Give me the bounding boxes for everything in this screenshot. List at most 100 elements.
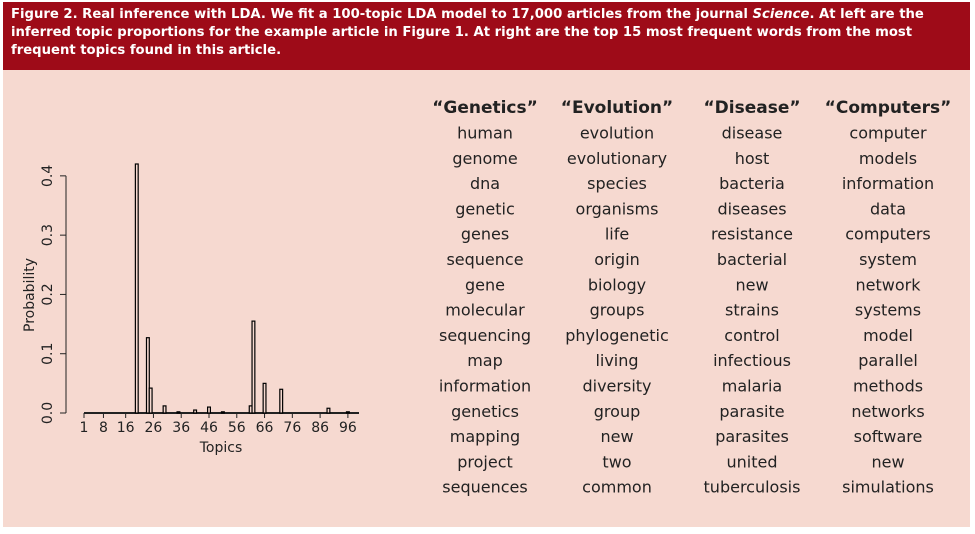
topic-word: resistance [711, 225, 793, 244]
x-tick-label: 36 [172, 420, 190, 436]
topic-word: data [870, 199, 906, 218]
x-tick-label: 86 [311, 420, 329, 436]
topic-word: new [600, 427, 633, 446]
bar [162, 405, 167, 414]
bar [345, 411, 350, 414]
topic-word: phylogenetic [565, 326, 669, 345]
column-header: “Evolution” [561, 98, 673, 118]
topic-word: model [863, 326, 913, 345]
bar [176, 411, 181, 414]
x-tick-label: 16 [117, 420, 135, 436]
y-tick-label: 0.3 [40, 224, 56, 246]
topic-word: information [439, 377, 531, 396]
topic-word: evolution [580, 124, 654, 143]
topic-word: networks [851, 402, 924, 421]
bar [207, 406, 212, 414]
topic-word: diseases [717, 199, 786, 218]
x-tick-label: 1 [80, 420, 89, 436]
topic-word: map [467, 351, 503, 370]
topic-word: dna [470, 174, 500, 193]
column-header: “Genetics” [432, 98, 538, 118]
y-tick-label: 0.4 [40, 165, 56, 187]
topic-word: genes [461, 225, 509, 244]
topic-word: genetics [451, 402, 519, 421]
bar [262, 382, 267, 414]
topic-word: origin [594, 250, 640, 269]
panel [3, 70, 970, 527]
y-tick-label: 0.1 [40, 343, 56, 365]
topic-word: malaria [722, 377, 782, 396]
topic-word: methods [853, 377, 923, 396]
topic-word: strains [725, 301, 779, 320]
topic-word: living [595, 351, 638, 370]
topic-word: simulations [842, 478, 934, 497]
topic-word: host [735, 149, 770, 168]
topic-word: computer [849, 124, 927, 143]
topic-word: group [594, 402, 640, 421]
bar [251, 320, 256, 414]
x-tick-label: 26 [145, 420, 163, 436]
topic-word: united [727, 452, 778, 471]
topic-word: models [859, 149, 917, 168]
y-axis-label: Probability [22, 258, 38, 332]
topic-word: software [854, 427, 923, 446]
topic-word: human [457, 124, 513, 143]
topic-word: bacteria [719, 174, 785, 193]
bar [134, 163, 139, 414]
topic-word: project [457, 452, 513, 471]
topic-word: mapping [450, 427, 520, 446]
caption-emphasis: Science [752, 7, 810, 22]
bar [326, 407, 331, 414]
topic-word: computers [845, 225, 931, 244]
topic-word: sequence [446, 250, 523, 269]
topic-word: life [605, 225, 629, 244]
topic-word: bacterial [717, 250, 787, 269]
x-tick-label: 76 [283, 420, 301, 436]
caption: Figure 2. Real inference with LDA. We fi… [3, 2, 970, 72]
topic-word: infectious [713, 351, 791, 370]
topic-word: groups [590, 301, 645, 320]
x-tick-label: 8 [99, 420, 108, 436]
topic-word: genome [452, 149, 517, 168]
x-tick-label: 96 [339, 420, 357, 436]
x-tick-label: 56 [228, 420, 246, 436]
topic-word: tuberculosis [704, 478, 801, 497]
topic-word: genetic [455, 199, 515, 218]
bar [220, 411, 225, 414]
topic-word: biology [588, 275, 646, 294]
topic-word: evolutionary [567, 149, 667, 168]
bar [145, 337, 150, 414]
x-axis-label: Topics [199, 440, 243, 456]
topic-word: parallel [858, 351, 918, 370]
topic-word: control [724, 326, 779, 345]
y-tick-label: 0.2 [40, 283, 56, 305]
topic-word: parasites [715, 427, 789, 446]
bar [279, 388, 284, 414]
x-tick-label: 46 [200, 420, 218, 436]
caption-text: . At left are the inferred topic proport… [11, 7, 924, 58]
y-tick-label: 0.0 [40, 402, 56, 424]
bar [193, 409, 198, 414]
topic-word: gene [465, 275, 505, 294]
topic-word: system [859, 250, 917, 269]
topic-word: molecular [445, 301, 525, 320]
topic-word: sequencing [439, 326, 531, 345]
topic-word: network [856, 275, 922, 294]
column-header: “Computers” [825, 98, 952, 118]
topic-word: sequences [442, 478, 527, 497]
column-header: “Disease” [703, 98, 800, 118]
topic-word: new [735, 275, 768, 294]
topic-word: systems [855, 301, 921, 320]
topic-word: information [842, 174, 934, 193]
x-tick-label: 66 [256, 420, 274, 436]
caption-text: Figure 2. Real inference with LDA. We fi… [11, 7, 753, 22]
topic-word: diversity [582, 377, 651, 396]
topic-word: disease [722, 124, 783, 143]
topic-word: parasite [719, 402, 784, 421]
topic-word: organisms [576, 199, 659, 218]
topic-word: new [871, 452, 904, 471]
topic-word: common [582, 478, 652, 497]
bar [148, 387, 153, 414]
